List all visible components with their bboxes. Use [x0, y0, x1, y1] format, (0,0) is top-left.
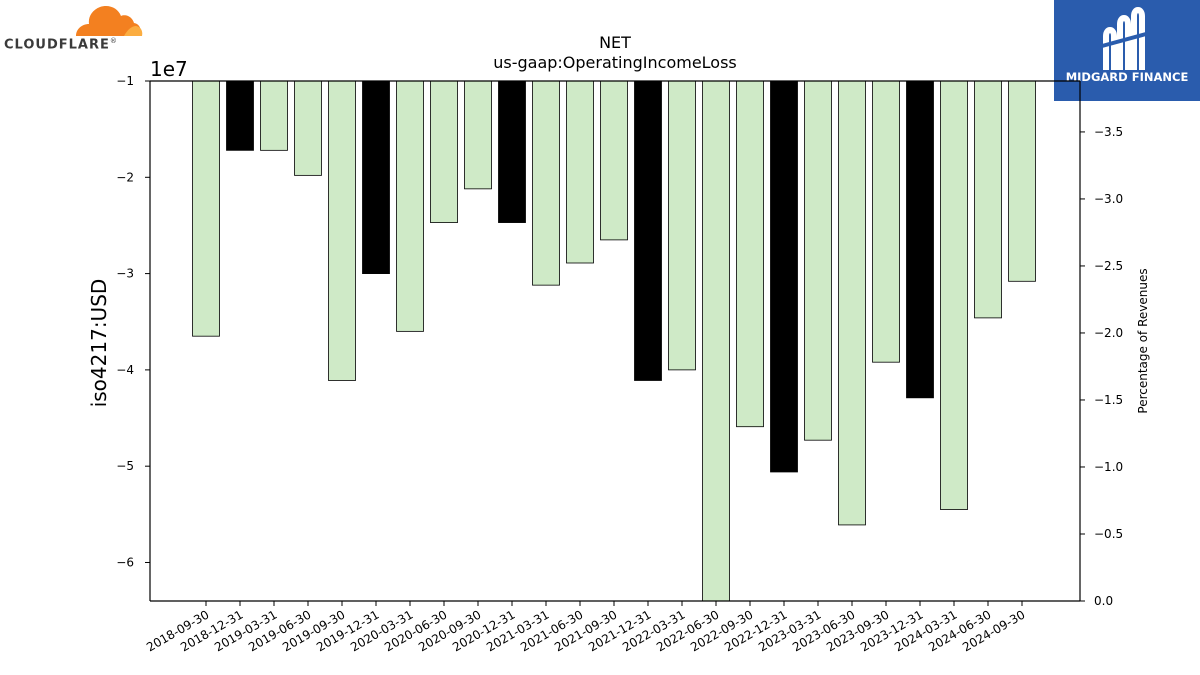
midgard-m-icon	[1101, 7, 1147, 70]
bar-2021-09-30	[600, 80, 628, 241]
cloudflare-logo: CLOUDFLARE®	[4, 4, 146, 56]
bar-2021-06-30	[566, 80, 594, 264]
bar-2022-09-30	[736, 80, 764, 428]
bar-2018-09-30	[192, 80, 220, 337]
bar-2024-03-31	[940, 80, 968, 510]
cloudflare-wordmark: CLOUDFLARE®	[4, 37, 118, 53]
bar-2023-06-30	[838, 80, 866, 526]
cloud-icon	[76, 6, 143, 36]
bar-2020-12-31	[498, 80, 526, 223]
y2-tick-label: −3.0	[1094, 192, 1123, 206]
bar-2023-03-31	[804, 80, 832, 441]
bar-2024-06-30	[974, 80, 1002, 319]
y2-axis-label: Percentage of Revenues	[1136, 268, 1150, 413]
bar-2022-06-30	[702, 80, 730, 602]
bar-2023-09-30	[872, 80, 900, 363]
bar-2021-12-31	[634, 80, 662, 381]
y-axis-label: iso4217:USD	[87, 279, 111, 408]
y-axis-offset-label: 1e7	[150, 57, 188, 81]
y2-tick-label: 0.0	[1094, 594, 1113, 608]
y-tick-label: −5	[116, 459, 134, 473]
y2-tick-label: −1.0	[1094, 460, 1123, 474]
bar-2018-12-31	[226, 80, 254, 151]
y-tick-label: −6	[116, 555, 134, 569]
bar-2020-03-31	[396, 80, 424, 332]
bar-2022-12-31	[770, 80, 798, 473]
y2-tick-label: −1.5	[1094, 393, 1123, 407]
bar-2019-12-31	[362, 80, 390, 274]
bar-2019-09-30	[328, 80, 356, 381]
y2-tick-label: −0.5	[1094, 527, 1123, 541]
y-tick-label: −4	[116, 363, 134, 377]
bar-2022-03-31	[668, 80, 696, 371]
y-tick-label: −3	[116, 267, 134, 281]
midgard-wordmark: MIDGARD FINANCE	[1065, 70, 1189, 84]
bar-2021-03-31	[532, 80, 560, 286]
bar-2019-03-31	[260, 80, 288, 151]
y2-tick-label: −2.0	[1094, 326, 1123, 340]
bar-2020-06-30	[430, 80, 458, 223]
bar-2019-06-30	[294, 80, 322, 176]
chart-subtitle: us-gaap:OperatingIncomeLoss	[493, 53, 737, 72]
y2-tick-label: −3.5	[1094, 125, 1123, 139]
y-tick-label: −2	[116, 170, 134, 184]
bar-2020-09-30	[464, 80, 492, 190]
y2-tick-label: −2.5	[1094, 259, 1123, 273]
midgard-finance-logo: MIDGARD FINANCE	[1054, 0, 1200, 101]
bar-2024-09-30	[1008, 80, 1036, 282]
bar-2023-12-31	[906, 80, 934, 399]
y-tick-label: −1	[116, 74, 134, 88]
chart-title: NET	[599, 33, 631, 52]
